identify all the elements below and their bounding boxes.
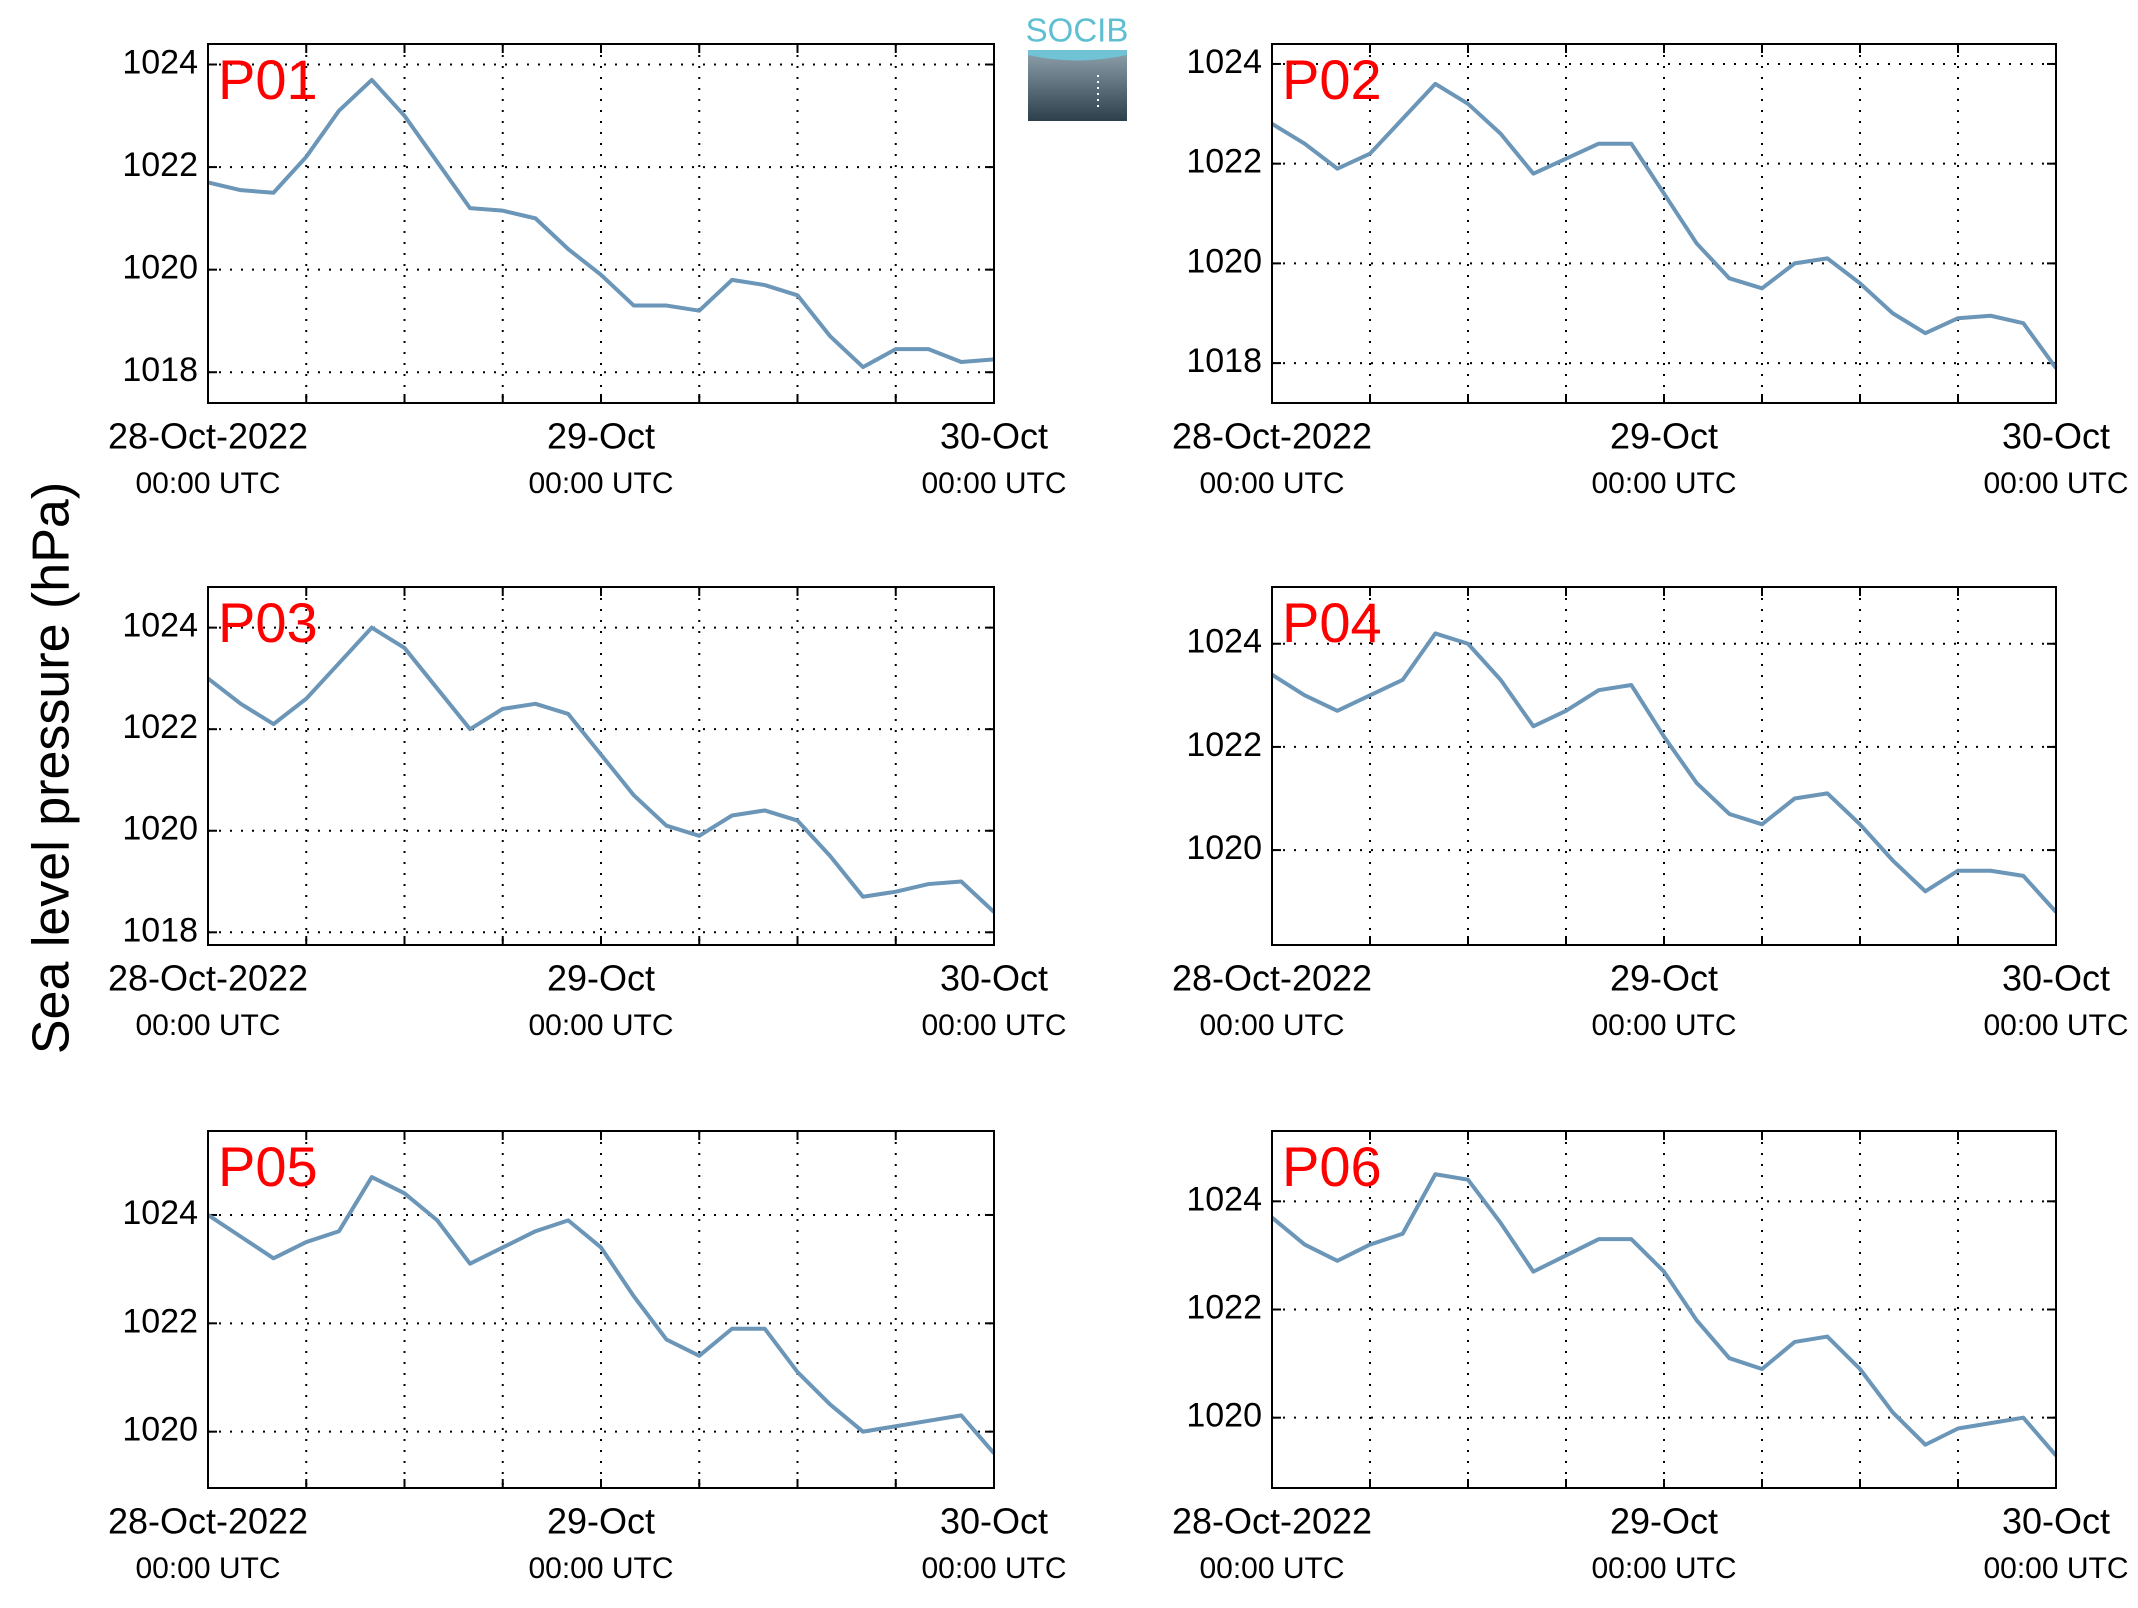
x-tick-label: 30-Oct [2002, 958, 2110, 999]
logo-text: SOCIB [1026, 12, 1129, 49]
plot-frame [1271, 586, 2057, 946]
y-tick-label: 1022 [1186, 1288, 1262, 1326]
panel: 1018 1020 1022 1024 28-Oct-2022 00:00 UTC 29-O… [108, 586, 1067, 1042]
logo: SOCIB [1026, 12, 1129, 121]
x-tick-label: 30-Oct [940, 416, 1048, 457]
x-tick-sublabel: 00:00 UTC [921, 467, 1066, 500]
x-tick-sublabel: 00:00 UTC [135, 467, 280, 500]
y-tick-label: 1024 [1186, 1180, 1262, 1218]
panel-title: P05 [218, 1135, 318, 1198]
plot-frame [207, 1130, 995, 1489]
y-tick-label: 1020 [1186, 829, 1262, 867]
y-tick-label: 1018 [122, 911, 198, 949]
pressure-line [206, 625, 996, 914]
plot-frame [1271, 43, 2057, 404]
x-tick-sublabel: 00:00 UTC [528, 467, 673, 500]
y-tick-label: 1022 [122, 146, 198, 184]
panel: 1020 1022 1024 28-Oct-2022 00:00 UTC 29-Oct 00… [1172, 586, 2129, 1042]
x-tick-label: 28-Oct-2022 [1172, 1501, 1372, 1542]
panel: 1020 1022 1024 28-Oct-2022 00:00 UTC 29-Oct 00… [108, 1130, 1067, 1585]
x-tick-sublabel: 00:00 UTC [135, 1009, 280, 1042]
x-tick-sublabel: 00:00 UTC [135, 1552, 280, 1585]
y-tick-label: 1020 [122, 249, 198, 287]
x-tick-label: 28-Oct-2022 [1172, 958, 1372, 999]
panel-title: P04 [1282, 591, 1382, 654]
pressure-line [1270, 1172, 2058, 1457]
y-tick-label: 1024 [1186, 623, 1262, 661]
logo-box [1028, 50, 1127, 121]
x-tick-label: 29-Oct [1610, 958, 1718, 999]
pressure-line [1270, 81, 2058, 370]
x-tick-label: 29-Oct [547, 958, 655, 999]
x-tick-sublabel: 00:00 UTC [921, 1552, 1066, 1585]
x-tick-sublabel: 00:00 UTC [1983, 1552, 2128, 1585]
logo-wave [1028, 50, 1127, 61]
panel: 1020 1022 1024 28-Oct-2022 00:00 UTC 29-Oct 00… [1172, 1130, 2129, 1585]
x-tick-sublabel: 00:00 UTC [1199, 1552, 1344, 1585]
x-tick-label: 29-Oct [547, 416, 655, 457]
x-tick-sublabel: 00:00 UTC [528, 1552, 673, 1585]
y-tick-label: 1020 [1186, 1397, 1262, 1435]
panel: 1018 1020 1022 1024 28-Oct-2022 00:00 UTC 29-O… [1172, 43, 2129, 500]
x-tick-label: 28-Oct-2022 [108, 416, 308, 457]
y-tick-label: 1018 [122, 351, 198, 389]
x-tick-label: 29-Oct [547, 1501, 655, 1542]
pressure-line [206, 1175, 996, 1455]
plot-area [208, 1131, 994, 1488]
x-tick-sublabel: 00:00 UTC [1591, 1552, 1736, 1585]
x-tick-sublabel: 00:00 UTC [1199, 467, 1344, 500]
pressure-line [1270, 631, 2058, 914]
panel: 1018 1020 1022 1024 28-Oct-2022 00:00 UTC 29-O… [108, 43, 1067, 500]
x-tick-label: 30-Oct [2002, 416, 2110, 457]
y-tick-label: 1024 [1186, 43, 1262, 81]
pressure-line [207, 77, 995, 370]
y-tick-label: 1022 [122, 708, 198, 746]
x-tick-label: 30-Oct [2002, 1501, 2110, 1542]
y-tick-label: 1020 [1186, 242, 1262, 280]
panel-title: P02 [1282, 48, 1382, 111]
x-tick-sublabel: 00:00 UTC [1983, 467, 2128, 500]
x-tick-sublabel: 00:00 UTC [1199, 1009, 1344, 1042]
y-tick-label: 1024 [122, 1194, 198, 1232]
plot-frame [1271, 1130, 2057, 1489]
x-tick-label: 28-Oct-2022 [108, 958, 308, 999]
plot-area [208, 44, 994, 403]
plot-frame [207, 43, 995, 404]
x-tick-sublabel: 00:00 UTC [1591, 1009, 1736, 1042]
y-tick-label: 1018 [1186, 342, 1262, 380]
plot-area [1272, 587, 2056, 945]
x-tick-sublabel: 00:00 UTC [921, 1009, 1066, 1042]
x-tick-label: 30-Oct [940, 958, 1048, 999]
y-tick-label: 1020 [122, 810, 198, 848]
x-tick-label: 30-Oct [940, 1501, 1048, 1542]
x-tick-sublabel: 00:00 UTC [528, 1009, 673, 1042]
y-tick-label: 1020 [122, 1411, 198, 1449]
y-axis-label: Sea level pressure (hPa) [23, 482, 81, 1054]
panel-title: P06 [1282, 1135, 1382, 1198]
y-tick-label: 1024 [122, 43, 198, 81]
x-tick-label: 28-Oct-2022 [1172, 416, 1372, 457]
x-tick-sublabel: 00:00 UTC [1591, 467, 1736, 500]
y-tick-label: 1022 [1186, 726, 1262, 764]
y-tick-label: 1022 [122, 1302, 198, 1340]
panel-title: P03 [218, 591, 318, 654]
y-tick-label: 1022 [1186, 143, 1262, 181]
x-tick-label: 29-Oct [1610, 416, 1718, 457]
x-tick-label: 29-Oct [1610, 1501, 1718, 1542]
plot-frame [207, 586, 995, 946]
plot-area [1272, 1131, 2056, 1488]
y-tick-label: 1024 [122, 607, 198, 645]
plot-area [208, 587, 994, 945]
panel-title: P01 [218, 48, 318, 111]
x-tick-label: 28-Oct-2022 [108, 1501, 308, 1542]
x-tick-sublabel: 00:00 UTC [1983, 1009, 2128, 1042]
plot-area [1272, 44, 2056, 403]
